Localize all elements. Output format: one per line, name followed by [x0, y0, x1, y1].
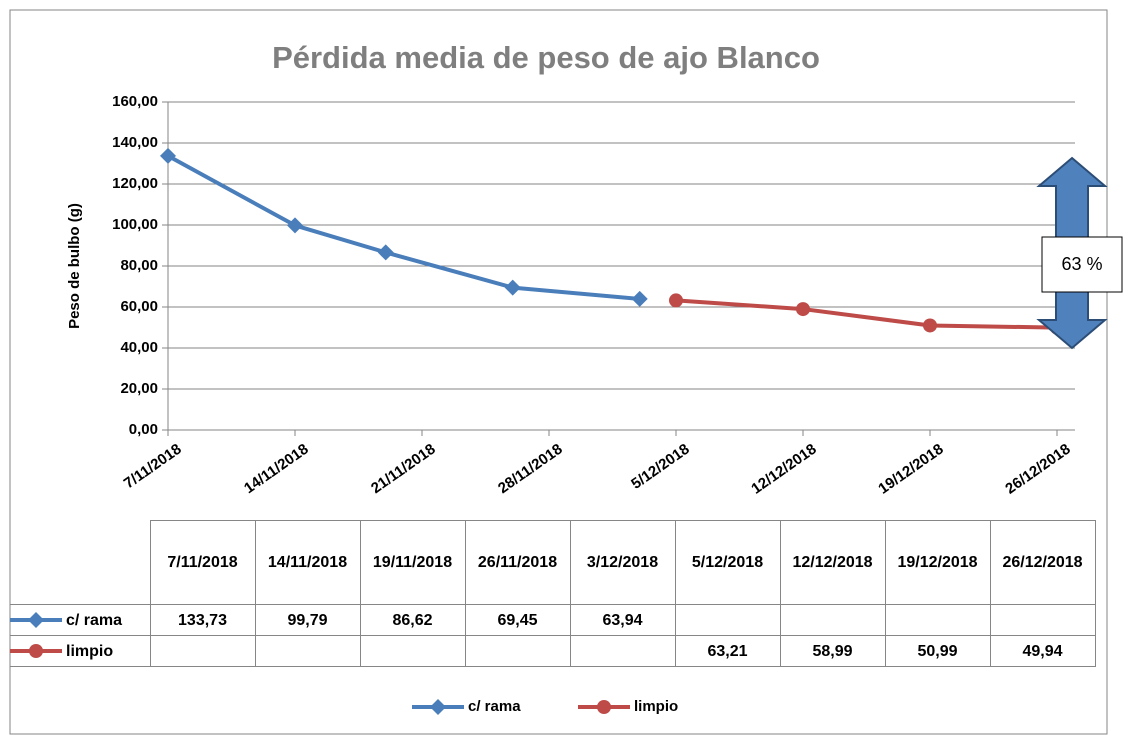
annotation-box — [1041, 236, 1123, 293]
table-row-label: c/ rama — [10, 604, 151, 636]
table-header: 7/11/2018 14/11/2018 19/11/2018 26/11/2018 3… — [10, 520, 1096, 605]
marker — [504, 279, 521, 296]
marker — [631, 290, 648, 307]
table-cell: 86,62 — [359, 604, 466, 636]
table-cell: 69,45 — [464, 604, 571, 636]
table-cell — [359, 635, 466, 667]
chart-title: Pérdida media de peso de ajo Blanco — [272, 40, 820, 75]
table-row-label: limpio — [10, 635, 151, 667]
table-cell — [674, 604, 781, 636]
marker — [29, 644, 43, 659]
table-cell — [464, 635, 571, 667]
y-tick-label: 80,00 — [120, 257, 158, 274]
annotation: 63 % — [1061, 254, 1102, 274]
table-header-cell: 5/12/2018 — [674, 520, 781, 605]
marker — [430, 699, 446, 715]
table-cell — [254, 635, 361, 667]
table-header-cell: 12/12/2018 — [779, 520, 886, 605]
table-cell — [149, 635, 256, 667]
marker — [597, 700, 611, 714]
table-cell: 63,94 — [569, 604, 676, 636]
y-tick-label: 100,00 — [112, 216, 158, 233]
table-header-cell: 26/12/2018 — [989, 520, 1096, 605]
marker — [796, 302, 810, 317]
y-tick-label: 0,00 — [129, 421, 158, 438]
table-cell: 63,21 — [674, 635, 781, 667]
legend: c/ rama limpio — [412, 698, 678, 715]
y-tick-label: 20,00 — [120, 380, 158, 397]
table-row: c/ rama 133,73 99,79 86,62 69,45 63,94 — [10, 604, 1096, 636]
table-header-cell: 19/11/2018 — [359, 520, 466, 605]
table-row-name: limpio — [66, 642, 114, 660]
marker — [669, 293, 683, 308]
table-header-cell: 26/11/2018 — [464, 520, 571, 605]
marker — [287, 217, 303, 234]
table-legend-key — [10, 612, 62, 629]
table-cell — [569, 635, 676, 667]
table-cell — [884, 604, 991, 636]
table-header-cell: 7/11/2018 — [149, 520, 256, 605]
y-tick-label: 40,00 — [120, 339, 158, 356]
table-header-cell: 14/11/2018 — [254, 520, 361, 605]
table-cell: 99,79 — [254, 604, 361, 636]
marker — [28, 612, 44, 629]
legend-label: c/ rama — [468, 698, 521, 715]
table-row: limpio 63,21 58,99 50,99 49,94 — [10, 635, 1096, 667]
table-header-cell: 3/12/2018 — [569, 520, 676, 605]
series-line — [675, 298, 1058, 330]
data-table: 7/11/2018 14/11/2018 19/11/2018 26/11/2018 3… — [10, 520, 1096, 667]
table-legend-key — [10, 644, 62, 659]
y-tick-label: 120,00 — [112, 175, 158, 192]
table-header-cell: 19/12/2018 — [884, 520, 991, 605]
table-cell — [989, 604, 1096, 636]
table-row-name: c/ rama — [66, 611, 123, 629]
y-tick-label: 160,00 — [112, 93, 158, 110]
table-cell: 133,73 — [149, 604, 256, 636]
y-axis-label: Peso de bulbo (g) — [66, 203, 83, 329]
table-cell: 50,99 — [884, 635, 991, 667]
legend-label: limpio — [634, 698, 678, 715]
y-tick-label: 140,00 — [112, 134, 158, 151]
marker — [923, 318, 937, 333]
table-corner — [10, 520, 151, 605]
table-cell: 49,94 — [989, 635, 1096, 667]
table-cell — [779, 604, 886, 636]
marker — [160, 147, 176, 164]
y-tick-label: 60,00 — [120, 298, 158, 315]
marker — [377, 244, 394, 261]
table-cell: 58,99 — [779, 635, 886, 667]
